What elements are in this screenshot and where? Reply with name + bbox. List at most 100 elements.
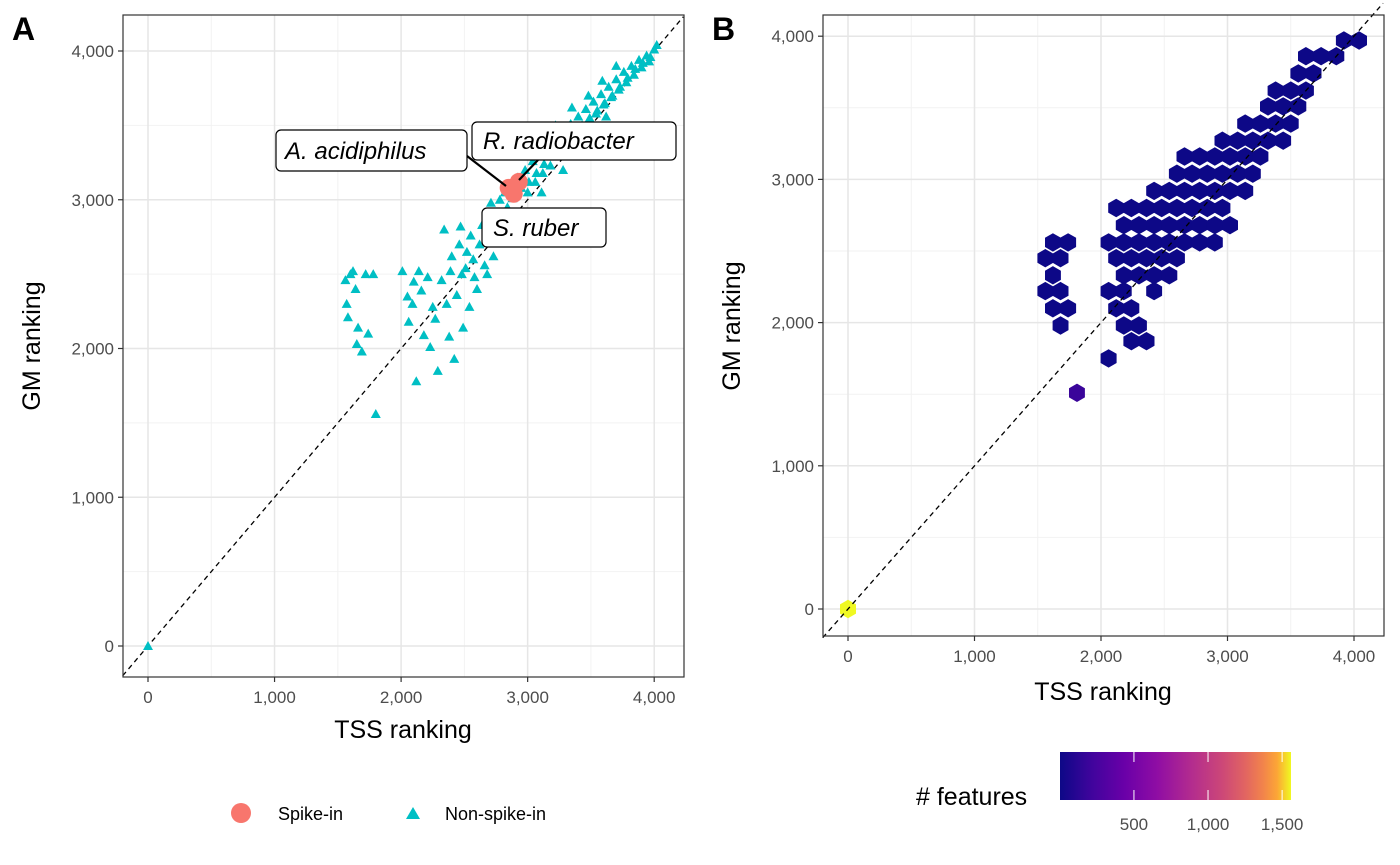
hexbin [1131, 216, 1147, 235]
nonspike-point [566, 102, 577, 112]
nonspike-point [464, 301, 475, 311]
hexbin [1052, 281, 1069, 301]
nonspike-point [340, 275, 351, 285]
hexbin [1052, 316, 1069, 335]
hexbin [1037, 281, 1054, 301]
hexbin [1191, 147, 1208, 166]
hexbin [1184, 164, 1200, 183]
hexbin [1206, 181, 1223, 201]
nonspike-point [597, 75, 608, 85]
hexbin [1222, 216, 1238, 235]
hexbin [1237, 147, 1254, 166]
hexbin [1161, 181, 1178, 201]
x-tick-label: 1,000 [253, 688, 296, 707]
nonspike-point [360, 269, 371, 279]
hexbin [1267, 81, 1284, 100]
panel-b-ticks: 0 0 1,000 1,000 2,000 2,000 3,000 3,000 4,000 4,0… [771, 27, 1375, 666]
hexbin [1146, 266, 1163, 285]
nonspike-point [363, 328, 374, 338]
nonspike-point [580, 104, 591, 114]
nonspike-point [368, 269, 379, 279]
hexbin [1131, 266, 1147, 285]
y-tick-label: 1,000 [71, 488, 114, 507]
hexbin [1214, 131, 1231, 150]
hexbin [1153, 249, 1170, 268]
nonspike-point [351, 339, 362, 349]
nonspike-point [606, 92, 617, 102]
hexbin [1237, 114, 1254, 133]
hexbin [1131, 233, 1147, 252]
nonspike-point [353, 322, 364, 332]
hexbin [1153, 198, 1170, 218]
x-tick-label: 4,000 [633, 688, 676, 707]
panel-a: A A. acidiphilus R. radiobacter S. ruber… [12, 11, 685, 824]
nonspike-point [558, 165, 569, 174]
hexbin [1199, 164, 1216, 183]
hexbin [1123, 299, 1140, 318]
y-tick-label: 2,000 [771, 314, 814, 333]
legend-spike-label: Spike-in [278, 804, 343, 824]
hexbin [1222, 181, 1238, 201]
hexbin [1161, 266, 1178, 285]
hexbin [1115, 266, 1132, 285]
panel-b-colorbar: # features 500 1,000 1,500 [916, 752, 1303, 834]
hexbin [1275, 131, 1292, 150]
nonspike-point [636, 62, 647, 72]
hexbin [1229, 131, 1246, 150]
y-tick-label: 0 [805, 600, 814, 619]
hexbin [1138, 198, 1155, 218]
panel-b-hexbins [840, 31, 1367, 619]
panel-a-callouts: A. acidiphilus R. radiobacter S. ruber [275, 121, 677, 248]
hexbin [1191, 233, 1208, 252]
y-tick-label: 4,000 [771, 27, 814, 46]
hexbin [1146, 281, 1163, 301]
legend-nonspike-label: Non-spike-in [445, 804, 546, 824]
nonspike-point [455, 221, 466, 231]
hexbin [1123, 332, 1140, 351]
nonspike-point [590, 108, 601, 118]
legend-spike-key [231, 803, 251, 823]
panel-b-border [822, 14, 1385, 637]
nonspike-point [446, 251, 457, 261]
hexbin [1184, 198, 1200, 218]
colorbar-tick-label: 1,000 [1187, 815, 1230, 834]
hexbin [1222, 147, 1238, 166]
nonspike-point [537, 167, 548, 177]
hexbin [1290, 64, 1307, 83]
y-tick-label: 4,000 [71, 42, 114, 61]
hexbin [1131, 316, 1147, 335]
x-tick-label: 3,000 [1206, 647, 1249, 666]
hexbin [1138, 332, 1155, 351]
panel-b-x-axis-title: TSS ranking [1034, 678, 1172, 706]
nonspike-point [588, 96, 599, 106]
nonspike-point [545, 160, 556, 170]
nonspike-point [596, 89, 607, 99]
nonspike-point [651, 40, 662, 50]
nonspike-point [143, 641, 153, 650]
nonspike-point [413, 266, 424, 276]
hexbin [1260, 131, 1276, 150]
nonspike-point [539, 159, 550, 169]
y-tick-label: 3,000 [71, 191, 114, 210]
panel-b-grid [823, 15, 1384, 636]
hexbin [1206, 147, 1223, 166]
hexbin [1168, 249, 1185, 268]
nonspike-point [573, 111, 584, 121]
x-tick-label: 4,000 [1333, 647, 1376, 666]
hexbin [1206, 233, 1223, 252]
hexbin [1298, 47, 1314, 66]
nonspike-point [472, 284, 483, 293]
nonspike-point [488, 251, 499, 261]
nonspike-point [451, 289, 462, 299]
nonspike-point [628, 69, 639, 79]
callout-radiobacter: R. radiobacter [483, 128, 635, 155]
nonspike-point [445, 266, 456, 276]
panel-b-tag: B [712, 11, 735, 47]
hexbin [1045, 233, 1061, 252]
hexbin [1176, 216, 1193, 235]
hexbin [1260, 97, 1276, 116]
hexbin [1244, 131, 1261, 150]
nonspike-point [611, 74, 622, 84]
nonspike-point [598, 99, 609, 109]
